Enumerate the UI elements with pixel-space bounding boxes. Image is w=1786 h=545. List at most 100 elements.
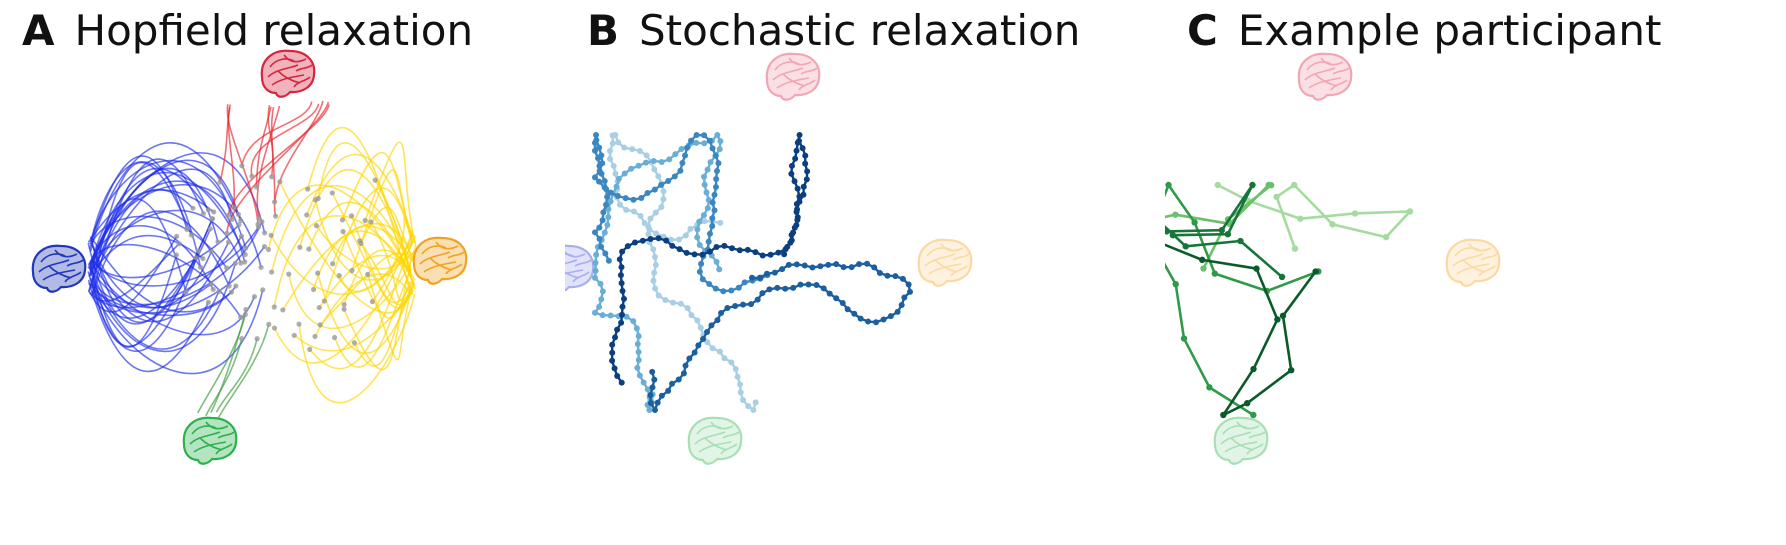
trajectory-0-point-50: [662, 297, 669, 304]
trajectory-0-point-45: [652, 261, 659, 268]
trajectory-1-point-14: [704, 166, 711, 173]
yellow-start-point-27: [358, 240, 364, 247]
blue-start-point-37: [258, 264, 264, 271]
trajectory-3-point-29: [865, 318, 872, 325]
trajectory-4-point-51: [631, 239, 638, 246]
blue-trajectory-40: [90, 243, 213, 309]
trajectory-4-point-67: [609, 357, 616, 364]
trajectory-2-point-26: [709, 145, 716, 152]
trajectory-2-point-63: [600, 209, 607, 216]
trajectory-3-point-26: [887, 313, 894, 320]
start-points: [173, 163, 378, 352]
trajectory-4-point-32: [775, 249, 782, 256]
trajectory-0-point-63: [732, 366, 739, 373]
trajectory-4-point-34: [759, 252, 766, 259]
trajectory-1: [1165, 183, 1273, 270]
trajectory-3-point-64: [654, 399, 661, 406]
trajectory-3-point-12: [840, 264, 847, 271]
trajectory-1-point-63: [636, 372, 643, 379]
trajectory-1-point-0: [1200, 265, 1207, 272]
trajectory-1-point-64: [640, 379, 647, 386]
blue-trajectory-41: [88, 155, 188, 249]
trajectory-0-point-54: [688, 312, 695, 319]
yellow-start-point-36: [277, 179, 283, 185]
blue-start-point-39: [200, 210, 207, 217]
trajectory-0-point-37: [658, 204, 665, 211]
green-start-point-0: [242, 311, 248, 318]
trajectory-3-point-16: [871, 264, 878, 271]
trajectory-2-point-24: [715, 160, 722, 167]
trajectory-4-point-39: [721, 242, 728, 249]
trajectory-0-point-41: [645, 231, 652, 238]
trajectory-0-point-13: [631, 208, 638, 215]
trajectory-3-point-2: [1182, 243, 1189, 250]
trajectory-2-point-23: [714, 168, 721, 175]
trajectory-2-point-30: [688, 137, 695, 144]
red-start-point-2: [272, 213, 279, 219]
trajectory-0-point-35: [660, 188, 667, 195]
trajectory-1-point-4: [696, 241, 703, 248]
trajectory-1-point-57: [633, 325, 640, 332]
trajectory-4: [1165, 243, 1317, 417]
trajectory-0-points: [607, 132, 759, 413]
trajectory-0-point-46: [651, 269, 658, 276]
trajectory-2-point-2: [1211, 270, 1218, 277]
trajectory-2-point-17: [709, 215, 716, 222]
blue-start-point-33: [226, 283, 232, 289]
trajectory-4-point-3: [1244, 399, 1251, 407]
yellow-trajectory-34: [273, 230, 414, 364]
red-trajectory-9: [241, 101, 313, 166]
trajectory-1-point-43: [593, 251, 600, 258]
trajectory-2-point-34: [677, 167, 684, 174]
trajectory-3-point-17: [876, 269, 883, 276]
trajectory-4-point-11: [804, 168, 811, 175]
trajectory-4-point-12: [802, 160, 809, 167]
trajectory-2-point-3: [741, 279, 748, 286]
trajectory-3-point-68: [649, 384, 656, 391]
panel-c-title-text: Example participant: [1237, 6, 1662, 55]
trajectory-0-point-56: [697, 324, 704, 331]
trajectory-2-point-27: [706, 137, 713, 144]
red-start-point-1: [217, 179, 223, 185]
yellow-start-point-34: [271, 325, 278, 331]
yellow-start-point-12: [351, 340, 358, 346]
trajectory-1-points: [1172, 181, 1275, 272]
yellow-start-point-8: [307, 346, 313, 352]
trajectory-2-point-37: [658, 181, 665, 188]
blue-trajectory-42: [87, 266, 212, 309]
trajectory-0-point-60: [716, 348, 723, 355]
trajectory-4-point-2: [1288, 366, 1295, 374]
trajectory-1-point-12: [701, 181, 708, 188]
trajectory-2-point-35: [671, 173, 678, 180]
trajectory-2-point-3: [1191, 219, 1198, 226]
attractor-top-brain-icon: [765, 52, 821, 101]
trajectory-3-point-21: [905, 281, 912, 288]
trajectory-1-point-59: [634, 341, 641, 348]
red-start-point-8: [249, 173, 255, 179]
trajectory-0-point-14: [623, 206, 630, 213]
trajectory-0-point-3: [1329, 221, 1336, 228]
red-start-point-4: [255, 221, 261, 227]
yellow-start-point-18: [329, 190, 335, 196]
trajectory-4-point-28: [791, 224, 798, 231]
trajectory-2-point-31: [684, 144, 691, 151]
trajectory-1-point-22: [693, 139, 700, 146]
trajectory-4-point-42: [699, 251, 706, 258]
yellow-trajectory-10: [343, 265, 412, 371]
trajectory-0-point-55: [694, 317, 701, 324]
trajectory-1-point-19: [714, 132, 721, 138]
trajectory-2-point-44: [607, 189, 614, 196]
blue-trajectory-29: [87, 189, 215, 243]
trajectory-0-point-4: [687, 225, 694, 232]
trajectory-3-point-27: [880, 316, 887, 323]
trajectory-3-point-3: [771, 269, 778, 276]
trajectory-3-point-8: [809, 264, 816, 271]
panel-b-title-text: Stochastic relaxation: [639, 6, 1081, 55]
trajectory-1-point-40: [601, 229, 608, 236]
trajectory-3-point-19: [892, 273, 899, 280]
trajectory-4-point-24: [796, 193, 803, 200]
blue-start-point-18: [207, 226, 213, 232]
yellow-start-point-11: [306, 246, 312, 252]
blue-start-point-27: [210, 286, 216, 293]
trajectory-0-point-26: [615, 139, 622, 146]
